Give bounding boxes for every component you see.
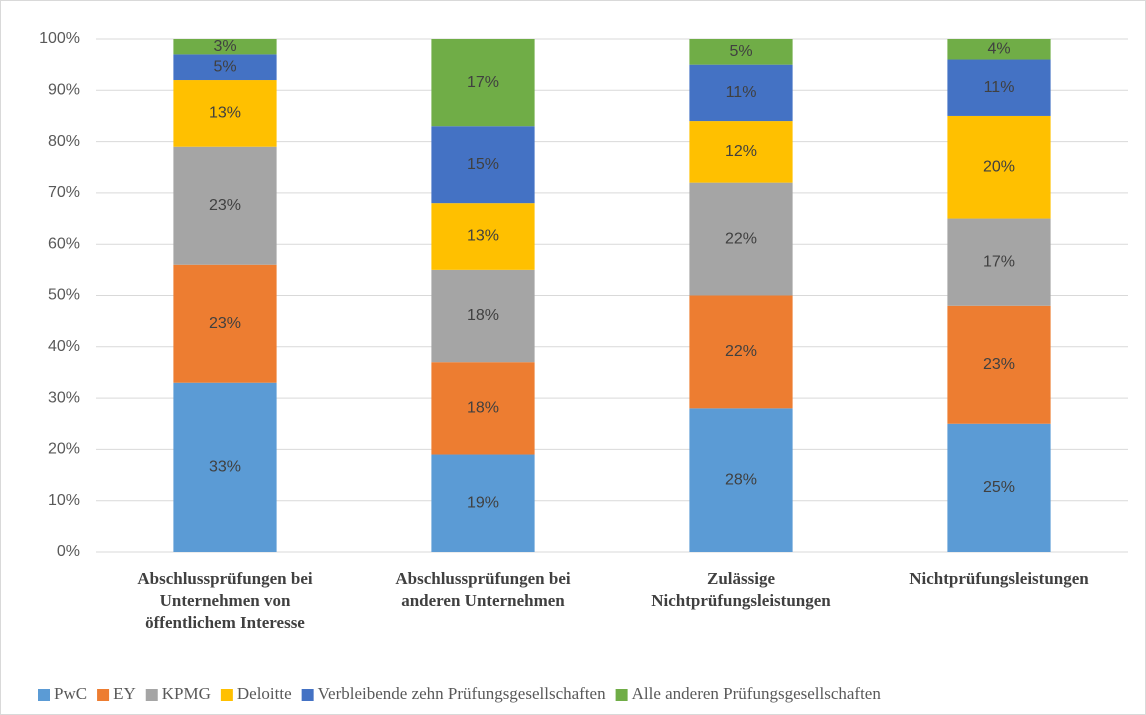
data-label: 18% bbox=[467, 400, 499, 417]
data-label: 3% bbox=[213, 38, 236, 55]
legend-label: Verbleibende zehn Prüfungsgesellschaften bbox=[318, 684, 606, 703]
data-label: 18% bbox=[467, 307, 499, 324]
bar-segment bbox=[431, 362, 535, 455]
legend-swatch bbox=[97, 689, 110, 701]
bar-segment bbox=[431, 454, 535, 552]
legend-swatch bbox=[38, 689, 50, 701]
x-tick-label: Abschlussprüfungen bei anderen Unternehm… bbox=[395, 569, 571, 610]
data-label: 23% bbox=[983, 356, 1015, 373]
legend-label: KPMG bbox=[162, 684, 211, 703]
bar-segment bbox=[689, 182, 793, 296]
bar-segment bbox=[173, 80, 277, 147]
data-label: 13% bbox=[467, 228, 499, 245]
bar-segment bbox=[689, 408, 793, 552]
y-tick-label: 10% bbox=[48, 492, 80, 509]
data-label: 22% bbox=[725, 343, 757, 360]
bar-segment bbox=[689, 39, 793, 65]
data-label: 13% bbox=[209, 105, 241, 122]
y-tick-label: 80% bbox=[48, 133, 80, 150]
bar-segment bbox=[173, 146, 277, 265]
bar-segment bbox=[173, 54, 277, 81]
x-tick-label: Zulässige Nichtprüfungsleistungen bbox=[651, 569, 831, 610]
legend-swatch bbox=[220, 689, 233, 701]
x-tick-label: Nichtprüfungsleistungen bbox=[909, 569, 1089, 588]
data-label: 5% bbox=[213, 58, 236, 75]
data-label: 23% bbox=[209, 197, 241, 214]
bar-segment bbox=[689, 64, 793, 122]
data-label: 22% bbox=[725, 230, 757, 247]
bar-segment bbox=[947, 59, 1051, 116]
legend-swatch bbox=[145, 689, 158, 701]
bar-segment bbox=[431, 203, 535, 270]
data-label: 28% bbox=[725, 471, 757, 488]
data-label: 5% bbox=[729, 43, 752, 60]
y-tick-label: 50% bbox=[48, 287, 80, 304]
data-label: 17% bbox=[983, 253, 1015, 270]
legend-swatch bbox=[301, 689, 314, 701]
bar-segment bbox=[431, 126, 535, 204]
data-label: 15% bbox=[467, 156, 499, 173]
x-tick-label: Abschlussprüfungen bei Unternehmen von ö… bbox=[137, 569, 313, 632]
bar-segment bbox=[431, 39, 535, 127]
bar-segment bbox=[947, 423, 1051, 552]
data-label: 4% bbox=[987, 40, 1010, 57]
legend-label: Deloitte bbox=[237, 684, 292, 703]
legend-label: PwC bbox=[54, 684, 87, 703]
data-label: 12% bbox=[725, 143, 757, 160]
data-label: 25% bbox=[983, 479, 1015, 496]
bar-segment bbox=[947, 218, 1051, 306]
legend-swatch bbox=[615, 689, 628, 701]
bar-segment bbox=[431, 269, 535, 363]
y-tick-label: 60% bbox=[48, 235, 80, 252]
data-label: 11% bbox=[726, 84, 757, 101]
y-tick-label: 30% bbox=[48, 389, 80, 406]
bar-segment bbox=[947, 39, 1051, 60]
bar-segment bbox=[689, 121, 793, 183]
bar-segment bbox=[689, 295, 793, 409]
y-tick-label: 100% bbox=[39, 30, 80, 47]
y-tick-label: 20% bbox=[48, 441, 80, 458]
y-tick-label: 70% bbox=[48, 184, 80, 201]
data-label: 23% bbox=[209, 315, 241, 332]
legend-label: EY bbox=[113, 684, 136, 703]
y-tick-label: 40% bbox=[48, 338, 80, 355]
data-label: 17% bbox=[467, 74, 499, 91]
data-label: 11% bbox=[984, 79, 1015, 96]
bar-segment bbox=[173, 264, 277, 383]
legend-label: Alle anderen Prüfungsgesellschaften bbox=[632, 684, 882, 703]
y-tick-label: 0% bbox=[57, 543, 80, 560]
data-label: 33% bbox=[209, 459, 241, 476]
bar-segment bbox=[947, 115, 1051, 219]
bar-segment bbox=[173, 382, 277, 552]
bar-segment bbox=[173, 39, 277, 55]
y-tick-label: 90% bbox=[48, 82, 80, 99]
data-label: 20% bbox=[983, 158, 1015, 175]
bar-segment bbox=[947, 305, 1051, 424]
data-label: 19% bbox=[467, 494, 499, 511]
